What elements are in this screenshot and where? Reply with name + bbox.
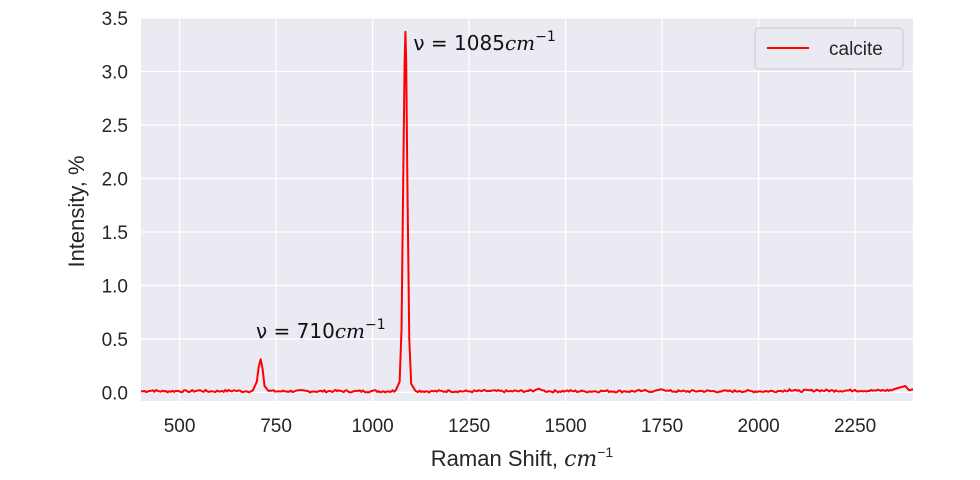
y-tick-labels: 0.0 0.5 1.0 1.5 2.0 2.5 3.0 3.5 [102, 9, 128, 404]
x-tick-label: 1500 [544, 416, 586, 437]
y-tick-label: 2.0 [102, 169, 128, 190]
x-axis-label: Raman Shift, cm−1 [431, 444, 614, 472]
x-tick-label: 1000 [351, 416, 393, 437]
y-tick-label: 0.5 [102, 330, 128, 351]
y-tick-label: 3.5 [102, 9, 128, 30]
x-axis-label-text: Raman Shift, [431, 446, 564, 471]
series-line-calcite [140, 30, 914, 394]
x-tick-label: 1250 [448, 416, 490, 437]
grid-lines [141, 17, 913, 401]
y-tick-label: 2.5 [102, 116, 128, 137]
x-tick-labels: 500 750 1000 1250 1500 1750 2000 2250 [164, 416, 876, 437]
series-layer [140, 30, 914, 394]
y-tick-label: 0.0 [102, 383, 128, 404]
x-tick-label: 2000 [737, 416, 779, 437]
y-tick-label: 1.5 [102, 223, 128, 244]
peak-annotation-1085: ν = 1085cm−1 [413, 29, 555, 55]
x-axis-label-exponent: −1 [597, 444, 613, 460]
x-tick-label: 750 [260, 416, 292, 437]
legend: calcite [754, 27, 904, 70]
peak-annotation-710: ν = 710cm−1 [256, 317, 386, 343]
x-tick-label: 2250 [834, 416, 876, 437]
x-tick-label: 1750 [641, 416, 683, 437]
legend-box [754, 27, 904, 70]
y-tick-label: 3.0 [102, 62, 128, 83]
plot-area [141, 18, 913, 401]
y-tick-label: 1.0 [102, 276, 128, 297]
x-axis-label-unit: cm [564, 447, 597, 472]
annotations: ν = 710cm−1 ν = 1085cm−1 [256, 29, 556, 343]
legend-label-calcite: calcite [829, 39, 883, 60]
x-tick-label: 500 [164, 416, 196, 437]
y-axis-label: Intensity, % [64, 155, 89, 267]
